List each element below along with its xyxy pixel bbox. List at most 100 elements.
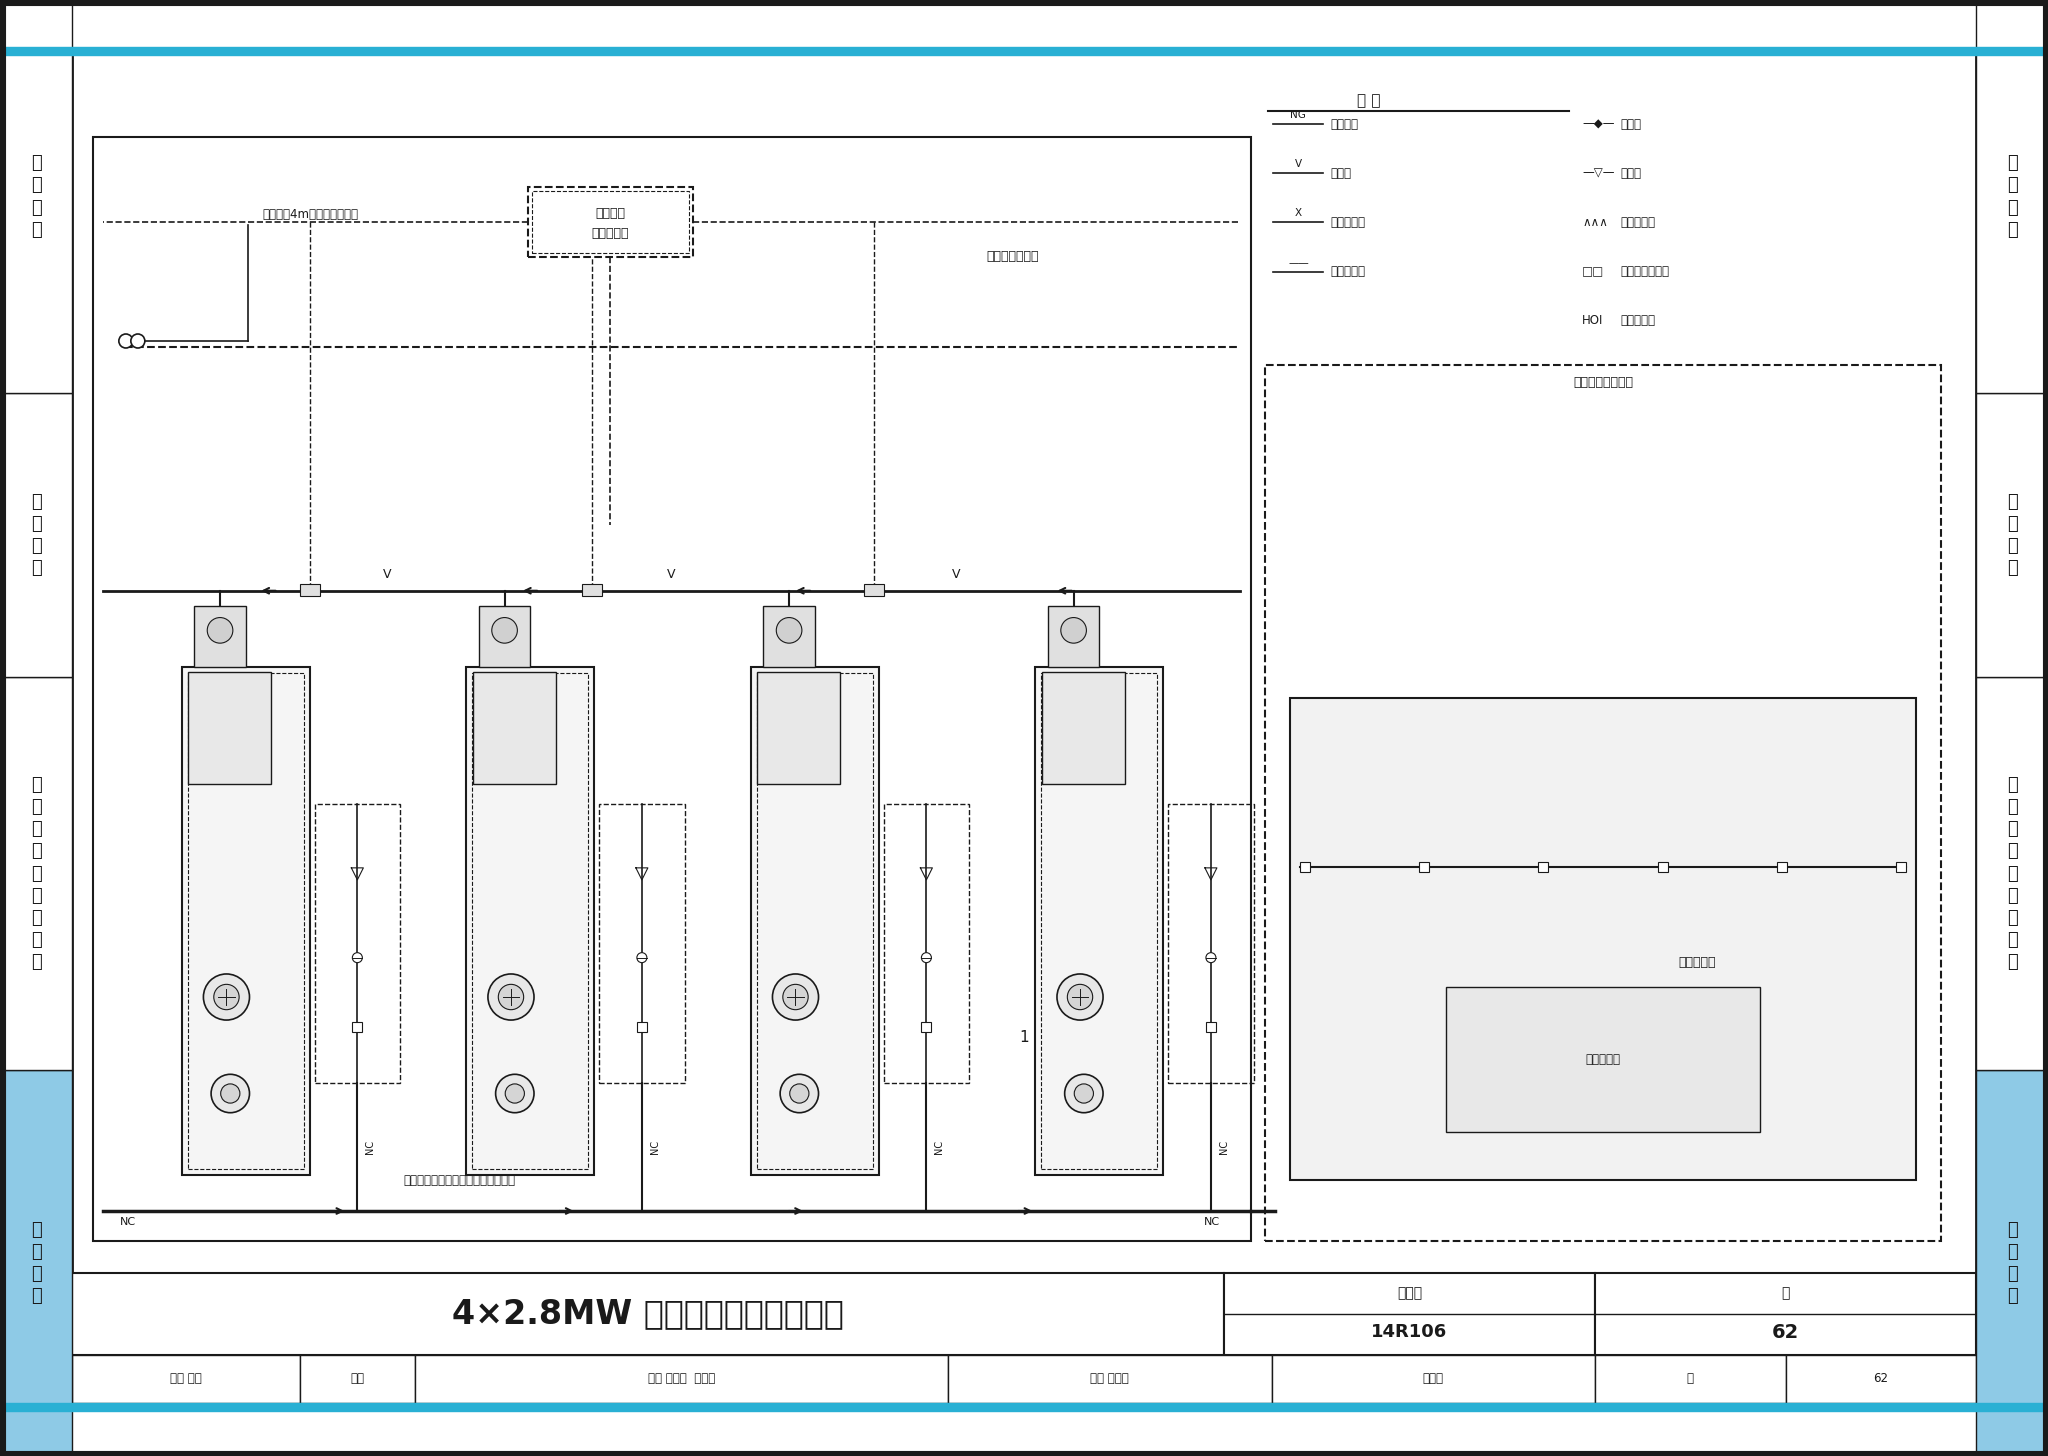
Circle shape [492, 617, 518, 644]
Circle shape [352, 952, 362, 962]
Text: 室外楼离4m以上安全处放散: 室外楼离4m以上安全处放散 [262, 208, 358, 221]
Text: 燃房专义: 燃房专义 [596, 207, 625, 220]
Bar [72, 1273, 1976, 1404]
Text: 过滤器: 过滤器 [1620, 166, 1640, 179]
Text: 图 例: 图 例 [1356, 93, 1380, 109]
Bar [1976, 677, 2048, 1070]
Bar [195, 606, 246, 667]
Circle shape [207, 617, 233, 644]
Bar [532, 191, 688, 253]
Text: NC: NC [365, 1140, 375, 1155]
Bar [0, 0, 72, 393]
Bar [1225, 1273, 1595, 1356]
Circle shape [1057, 974, 1104, 1021]
Text: 服务分税例: 服务分税例 [1585, 1053, 1620, 1066]
Circle shape [637, 952, 647, 962]
Text: 地下一层锅炉房: 地下一层锅炉房 [987, 250, 1038, 264]
Text: 相
关
术
语: 相 关 术 语 [31, 492, 41, 578]
Text: 戟压阀: 戟压阀 [1620, 118, 1640, 131]
Text: 编
制
说
明: 编 制 说 明 [31, 154, 41, 239]
Text: 燃气调压站: 燃气调压站 [1677, 957, 1716, 970]
Bar [72, 1356, 301, 1404]
Circle shape [772, 974, 819, 1021]
Bar [758, 671, 840, 783]
Text: 燃气计量表: 燃气计量表 [1620, 314, 1655, 328]
Bar [1049, 606, 1100, 667]
Circle shape [1065, 1075, 1104, 1112]
Text: NG: NG [1290, 111, 1307, 119]
Text: ∧∧∧: ∧∧∧ [1581, 215, 1608, 229]
Text: 编
制
说
明: 编 制 说 明 [2007, 154, 2017, 239]
Bar [948, 1356, 1272, 1404]
Bar [1976, 393, 2048, 677]
Bar [0, 677, 72, 1070]
Text: V: V [668, 568, 676, 581]
Bar [188, 671, 270, 783]
Bar [1595, 1273, 1976, 1356]
Bar [1272, 1356, 1595, 1404]
Circle shape [131, 333, 145, 348]
Bar [473, 673, 588, 1169]
Circle shape [203, 974, 250, 1021]
Text: 62: 62 [1874, 1373, 1888, 1386]
Text: 火灰传感器: 火灰传感器 [1620, 215, 1655, 229]
Bar [1538, 862, 1548, 872]
Bar [479, 606, 530, 667]
Circle shape [496, 1075, 535, 1112]
Text: HOI: HOI [1581, 314, 1604, 328]
Bar [885, 804, 969, 1083]
Text: 工
程
实
例: 工 程 实 例 [2007, 1220, 2017, 1306]
Bar [764, 606, 815, 667]
Bar [864, 584, 883, 596]
Bar [94, 137, 1251, 1241]
Bar [1300, 862, 1309, 872]
Bar [1206, 1022, 1217, 1032]
Text: 比例: 比例 [350, 1373, 365, 1386]
Bar [352, 1022, 362, 1032]
Text: 1: 1 [1020, 1029, 1028, 1044]
Bar [182, 667, 309, 1175]
Circle shape [776, 617, 803, 644]
Bar [582, 584, 602, 596]
Bar [0, 47, 2048, 55]
Bar [473, 671, 555, 783]
Circle shape [1067, 984, 1094, 1009]
Bar [301, 1356, 414, 1404]
Text: 天娇气管: 天娇气管 [1331, 118, 1358, 131]
Bar [467, 667, 594, 1175]
Text: —◆—: —◆— [1581, 118, 1614, 131]
Bar [1266, 365, 1942, 1241]
Text: 燃气浓度报警器: 燃气浓度报警器 [1620, 265, 1669, 278]
Bar [1657, 862, 1667, 872]
Circle shape [487, 974, 535, 1021]
Bar [1419, 862, 1430, 872]
Text: V: V [1294, 159, 1303, 169]
Text: 审核 吕宁: 审核 吕宁 [170, 1373, 203, 1386]
Bar [1167, 804, 1253, 1083]
Text: 检测及控制: 检测及控制 [592, 227, 629, 240]
Bar [922, 1022, 932, 1032]
Text: 页: 页 [1688, 1373, 1694, 1386]
Bar [1976, 0, 2048, 393]
Bar [752, 667, 879, 1175]
Circle shape [119, 333, 133, 348]
Bar [1976, 1070, 2048, 1456]
Bar [1896, 862, 1907, 872]
Text: 设
计
技
术
原
则
与
要
点: 设 计 技 术 原 则 与 要 点 [31, 776, 41, 971]
Bar [528, 186, 692, 258]
Bar [600, 804, 684, 1083]
Text: NC: NC [119, 1217, 135, 1227]
Bar [1034, 667, 1163, 1175]
Text: V: V [952, 568, 961, 581]
Text: 虚线范围内燃气进气门锅炉厂家自带: 虚线范围内燃气进气门锅炉厂家自带 [403, 1175, 516, 1188]
Circle shape [791, 1083, 809, 1104]
Bar [315, 804, 399, 1083]
Text: V: V [383, 568, 391, 581]
Text: 紧急放散阀: 紧急放散阀 [1331, 265, 1366, 278]
Bar [72, 1273, 1225, 1356]
Text: NC: NC [1219, 1140, 1229, 1155]
Text: NC: NC [649, 1140, 659, 1155]
Bar [756, 673, 872, 1169]
Text: 中晓笼: 中晓笼 [1423, 1373, 1444, 1386]
Text: 放气管: 放气管 [1331, 166, 1352, 179]
